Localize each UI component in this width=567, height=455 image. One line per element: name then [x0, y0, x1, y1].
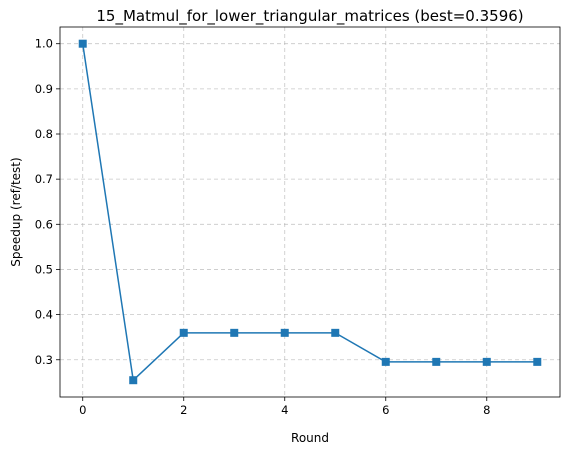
data-series [78, 39, 542, 385]
x-tick-label: 8 [483, 403, 490, 417]
data-point [482, 357, 491, 366]
series-line [81, 43, 538, 381]
y-tick-label: 0.9 [35, 82, 53, 96]
y-tick-label: 1.0 [35, 37, 53, 51]
y-tick-label: 0.5 [35, 262, 53, 276]
data-point [179, 328, 188, 337]
data-point [230, 328, 239, 337]
data-point [280, 328, 289, 337]
axis-ticks: 0 2 4 6 8 0.3 0.4 0.5 0.6 0.7 0.8 0.9 1.0 [35, 37, 491, 417]
data-point [381, 357, 390, 366]
y-tick-label: 0.4 [35, 308, 53, 322]
y-axis-label: Speedup (ref/test) [9, 157, 23, 266]
x-tick-label: 4 [281, 403, 288, 417]
x-axis-label: Round [291, 431, 329, 445]
chart-title: 15_Matmul_for_lower_triangular_matrices … [96, 7, 523, 26]
x-tick-label: 2 [180, 403, 187, 417]
y-tick-label: 0.3 [35, 353, 53, 367]
y-tick-label: 0.8 [35, 127, 53, 141]
x-tick-label: 0 [79, 403, 86, 417]
y-tick-label: 0.7 [35, 172, 53, 186]
data-point [129, 376, 138, 385]
data-point [331, 328, 340, 337]
data-point [78, 39, 87, 48]
x-tick-label: 6 [382, 403, 389, 417]
data-point [533, 357, 542, 366]
y-tick-label: 0.6 [35, 217, 53, 231]
data-point [432, 357, 441, 366]
plot-frame [59, 26, 561, 398]
